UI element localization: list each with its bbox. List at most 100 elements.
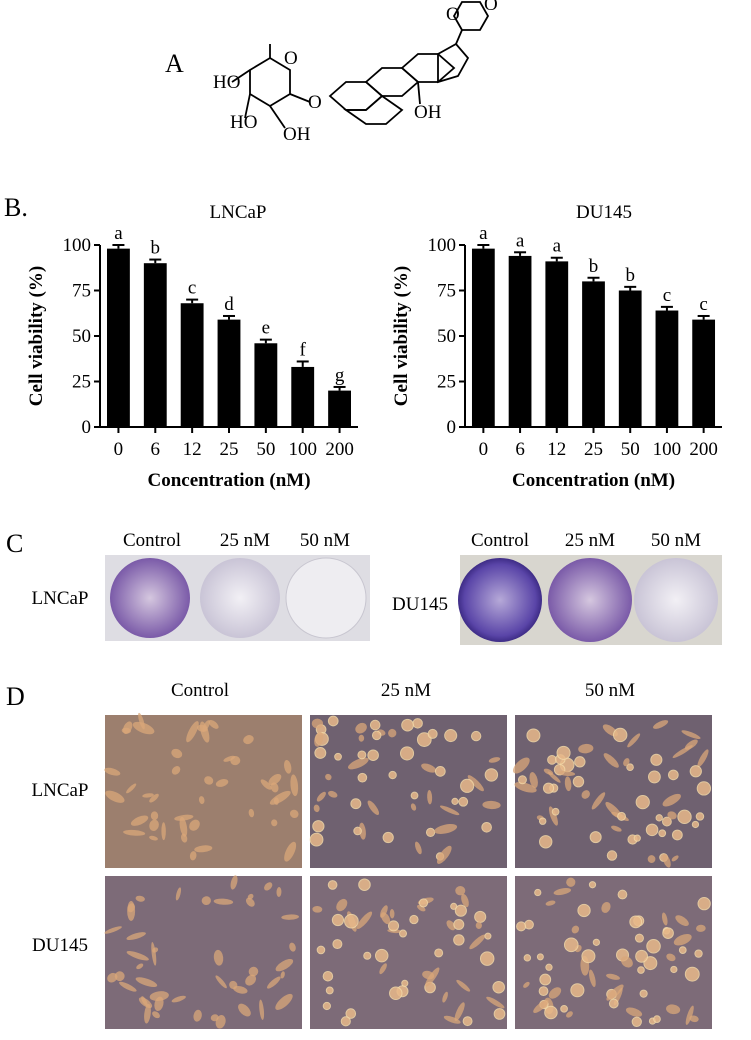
micrographs bbox=[104, 712, 712, 1029]
cell bbox=[684, 966, 700, 982]
cell bbox=[475, 921, 482, 929]
cell bbox=[311, 718, 324, 729]
cell bbox=[608, 998, 619, 1009]
bar bbox=[545, 261, 569, 427]
significance-label: b bbox=[589, 256, 599, 277]
cell bbox=[336, 898, 348, 912]
cell bbox=[673, 933, 692, 946]
x-tick-label: 12 bbox=[183, 439, 202, 460]
cell bbox=[671, 829, 683, 841]
significance-label: b bbox=[625, 265, 635, 286]
cell bbox=[560, 1004, 568, 1013]
cell bbox=[538, 817, 547, 825]
cell bbox=[367, 800, 380, 816]
cell bbox=[451, 797, 459, 805]
cell bbox=[325, 986, 334, 995]
cell bbox=[591, 792, 606, 810]
cell bbox=[434, 823, 458, 834]
cell bbox=[245, 974, 257, 986]
x-axis-label: Concentration (nM) bbox=[512, 470, 675, 491]
cell bbox=[194, 845, 213, 853]
cell bbox=[410, 803, 417, 811]
cell bbox=[186, 721, 199, 743]
micrograph bbox=[105, 715, 302, 868]
cell bbox=[581, 790, 590, 799]
cell bbox=[469, 934, 486, 950]
column-label: 25 nM bbox=[220, 530, 270, 551]
cell bbox=[238, 1003, 251, 1017]
bar bbox=[655, 310, 679, 427]
cell bbox=[213, 949, 224, 966]
cell bbox=[612, 727, 628, 743]
significance-label: a bbox=[479, 223, 488, 244]
cell bbox=[284, 759, 292, 774]
column-label: 25 nM bbox=[381, 680, 431, 701]
cell bbox=[486, 996, 505, 1009]
significance-label: c bbox=[663, 285, 671, 306]
atom-label: OH bbox=[283, 124, 311, 145]
cell bbox=[149, 793, 159, 803]
cell bbox=[617, 811, 626, 821]
cell bbox=[533, 999, 549, 1014]
cell bbox=[374, 948, 389, 963]
cell bbox=[290, 774, 299, 797]
cell bbox=[488, 757, 501, 763]
cell bbox=[150, 811, 159, 821]
cell bbox=[215, 975, 227, 989]
cell bbox=[545, 963, 553, 971]
cell bbox=[696, 781, 712, 796]
panel-label: A bbox=[165, 49, 184, 78]
cell bbox=[571, 925, 580, 934]
cell bbox=[460, 778, 475, 793]
cell bbox=[379, 963, 387, 975]
cell bbox=[401, 718, 414, 732]
cell bbox=[677, 809, 692, 825]
cell bbox=[548, 806, 558, 826]
cell bbox=[684, 739, 698, 750]
cell bbox=[443, 1015, 461, 1024]
cell bbox=[670, 965, 678, 974]
cell bbox=[410, 791, 419, 800]
x-tick-label: 0 bbox=[114, 439, 124, 460]
bar bbox=[291, 366, 315, 427]
cell bbox=[629, 915, 643, 929]
cell bbox=[667, 811, 677, 820]
cell bbox=[356, 911, 373, 929]
cell bbox=[577, 903, 591, 918]
column-label: 25 nM bbox=[565, 530, 615, 551]
cell bbox=[484, 768, 499, 782]
cell bbox=[388, 728, 397, 738]
cell bbox=[412, 718, 423, 729]
cell bbox=[151, 942, 157, 966]
cell bbox=[314, 731, 324, 747]
cell bbox=[689, 765, 702, 778]
cell bbox=[389, 986, 403, 1000]
atom-label: O bbox=[308, 92, 322, 113]
cell bbox=[538, 986, 549, 996]
cell bbox=[382, 831, 394, 844]
cell bbox=[545, 900, 556, 906]
cell bbox=[127, 901, 136, 921]
cell bbox=[458, 796, 469, 807]
cell bbox=[273, 797, 279, 805]
row-label: DU145 bbox=[32, 935, 88, 956]
bar bbox=[217, 319, 241, 427]
cell bbox=[434, 948, 444, 958]
cell bbox=[347, 757, 369, 770]
cell bbox=[453, 934, 465, 946]
y-tick-label: 75 bbox=[72, 281, 91, 302]
cell bbox=[553, 888, 572, 896]
x-tick-label: 200 bbox=[689, 439, 718, 460]
cell bbox=[327, 715, 339, 727]
cell bbox=[662, 793, 681, 807]
bar bbox=[143, 263, 167, 427]
cell bbox=[104, 767, 121, 776]
cell bbox=[414, 841, 422, 855]
cell bbox=[675, 915, 689, 927]
cell bbox=[470, 730, 482, 742]
cell bbox=[399, 746, 415, 761]
cell bbox=[334, 752, 342, 761]
column-label: Control bbox=[471, 530, 529, 551]
cell bbox=[514, 781, 537, 793]
cell bbox=[171, 995, 186, 1003]
